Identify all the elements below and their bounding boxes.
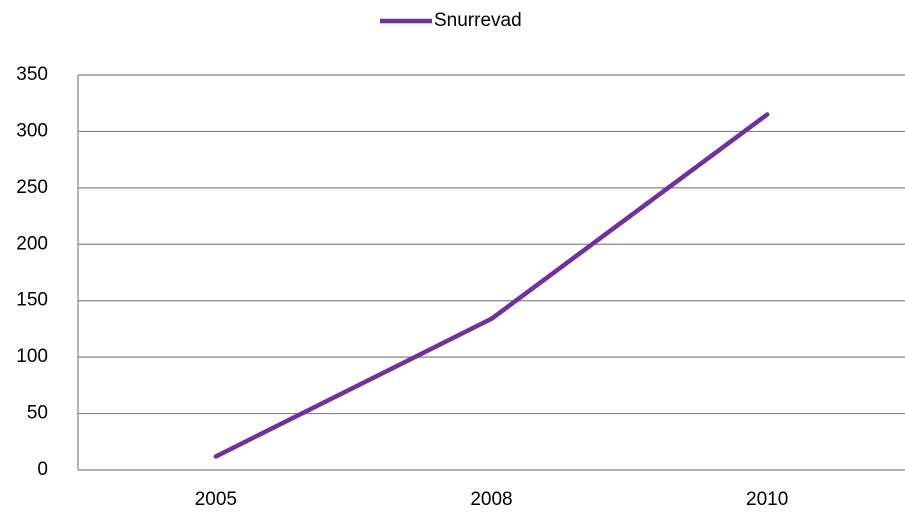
y-tick-label: 350 (16, 64, 48, 85)
y-tick-label: 300 (16, 120, 48, 141)
y-tick-label: 0 (37, 459, 48, 480)
y-tick-label: 250 (16, 177, 48, 198)
y-tick-label: 50 (27, 403, 48, 424)
y-tick-label: 100 (16, 346, 48, 367)
x-tick-label: 2010 (746, 489, 788, 510)
legend-label: Snurrevad (434, 10, 522, 31)
y-tick-label: 200 (16, 233, 48, 254)
x-tick-label: 2008 (470, 489, 512, 510)
x-tick-label: 2005 (195, 489, 237, 510)
y-tick-label: 150 (16, 290, 48, 311)
data-line (213, 112, 770, 459)
